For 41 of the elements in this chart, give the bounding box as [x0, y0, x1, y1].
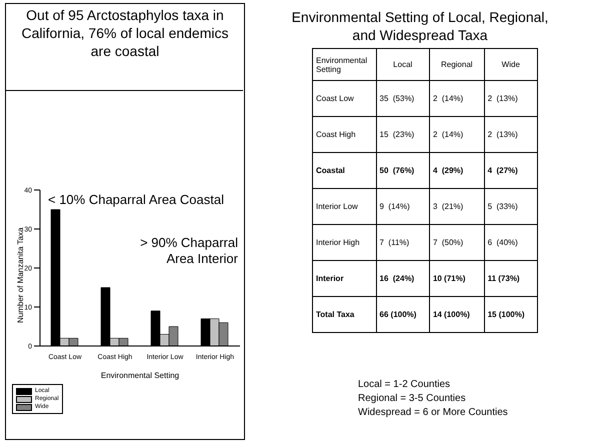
text: Widespread = 6 or More Counties: [358, 406, 508, 420]
text: 15 (100%): [484, 296, 538, 332]
text: 9 (14%): [376, 188, 430, 224]
text: 11 (73%): [484, 260, 538, 296]
text: Total Taxa: [312, 296, 376, 332]
chart-title: Out of 95 Arctostaphylos taxa in California, 76% of local endemics are coastal: [20, 6, 230, 60]
text: 6 (40%): [484, 224, 538, 260]
annotation: > 90% Chaparral Area Interior: [139, 235, 238, 267]
text: Regional: [429, 48, 484, 80]
y-axis-title: Number of Manzanita Taxa: [16, 226, 25, 323]
text: Coast Low: [312, 80, 376, 116]
text: 35 (53%): [376, 80, 430, 116]
text: 10 (71%): [429, 260, 484, 296]
text: 5 (33%): [484, 188, 538, 224]
text: Coast High: [312, 116, 376, 152]
text: Coastal: [312, 152, 376, 188]
text: Environmental Setting: [312, 48, 376, 80]
text: 7 (50%): [429, 224, 484, 260]
text: Interior High: [312, 224, 376, 260]
text: Regional = 3-5 Counties: [358, 392, 467, 406]
x-axis-title: Environmental Setting: [100, 371, 180, 380]
text: Interior: [312, 260, 376, 296]
text: Interior Low: [312, 188, 376, 224]
text: 2 (14%): [429, 116, 484, 152]
text: Wide: [484, 48, 538, 80]
text: 15 (23%): [376, 116, 430, 152]
text: Local = 1-2 Counties: [358, 378, 452, 392]
text: 2 (14%): [429, 80, 484, 116]
text: 7 (11%): [376, 224, 430, 260]
text: 14 (100%): [429, 296, 484, 332]
text: 2 (13%): [484, 116, 538, 152]
text: 50 (76%): [376, 152, 430, 188]
text: 4 (27%): [484, 152, 538, 188]
text: Local: [376, 48, 430, 80]
text: 4 (29%): [429, 152, 484, 188]
text: 2 (13%): [484, 80, 538, 116]
text: 16 (24%): [376, 260, 430, 296]
text: 3 (21%): [429, 188, 484, 224]
text: Environmental Setting of Local, Regional, and Widespread Taxa: [290, 8, 550, 44]
text: 66 (100%): [376, 296, 430, 332]
annotation: < 10% Chaparral Area Coastal: [48, 192, 224, 207]
